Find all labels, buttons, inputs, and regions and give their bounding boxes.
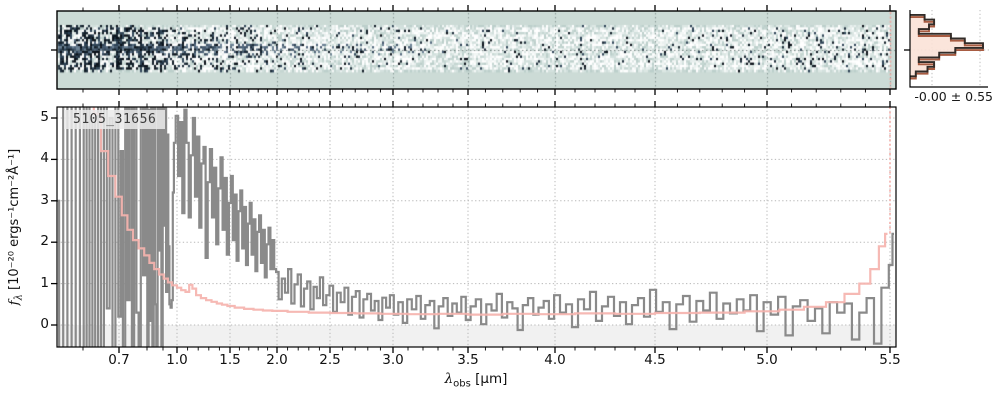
- x-tick-label: 1.0: [166, 352, 188, 368]
- y-tick-label: 5: [40, 109, 49, 125]
- x-tick-label: 0.7: [108, 352, 130, 368]
- histogram-stats-label: -0.00 ± 0.55: [914, 89, 993, 104]
- x-tick-label: 1.5: [219, 352, 241, 368]
- y-tick-label: 3: [40, 191, 49, 208]
- spec2d-image: [57, 11, 896, 89]
- plot-spines: [56, 106, 897, 348]
- axis-ticks: [51, 5, 891, 353]
- x-tick-label: 2.0: [266, 352, 288, 368]
- y-axis-symbol: f: [7, 300, 22, 306]
- x-tick-label: 3.0: [382, 352, 404, 368]
- histogram-spines: [909, 10, 988, 88]
- y-tick-label: 4: [40, 150, 49, 167]
- x-axis-label: λobs [μm]: [445, 371, 508, 390]
- y-axis-label: fλ [10⁻²⁰ ergs⁻¹cm⁻²Å⁻¹]: [7, 107, 25, 347]
- x-axis-subscript: obs: [453, 378, 471, 390]
- x-tick-label: 2.5: [319, 352, 341, 368]
- y-tick-label: 0: [40, 316, 49, 332]
- x-axis-unit: [μm]: [470, 371, 508, 387]
- object-id-text: 5105_31656: [73, 112, 157, 127]
- histogram-fill: [910, 16, 983, 78]
- error-line: [92, 107, 888, 316]
- x-tick-label: 3.5: [457, 352, 479, 368]
- x-tick-label: 4.0: [544, 352, 566, 368]
- y-tick-label: 1: [40, 274, 49, 291]
- y-axis-unit: [10⁻²⁰ ergs⁻¹cm⁻²Å⁻¹]: [7, 148, 22, 295]
- negative-flux-shade: [57, 325, 896, 347]
- x-tick-label: 4.5: [644, 352, 666, 368]
- x-tick-label: 5.5: [879, 352, 901, 368]
- y-axis-subscript: λ: [13, 294, 25, 301]
- histogram-edge-dark: [910, 13, 984, 78]
- x-axis-symbol: λ: [444, 371, 454, 387]
- object-id-label: 5105_31656: [64, 110, 166, 129]
- spec2d-border: [56, 10, 897, 90]
- spectrum-line: [57, 107, 894, 347]
- x-tick-label: 5.0: [756, 352, 778, 368]
- y-tick-label: 2: [40, 233, 49, 250]
- residual-histogram: [904, 10, 990, 88]
